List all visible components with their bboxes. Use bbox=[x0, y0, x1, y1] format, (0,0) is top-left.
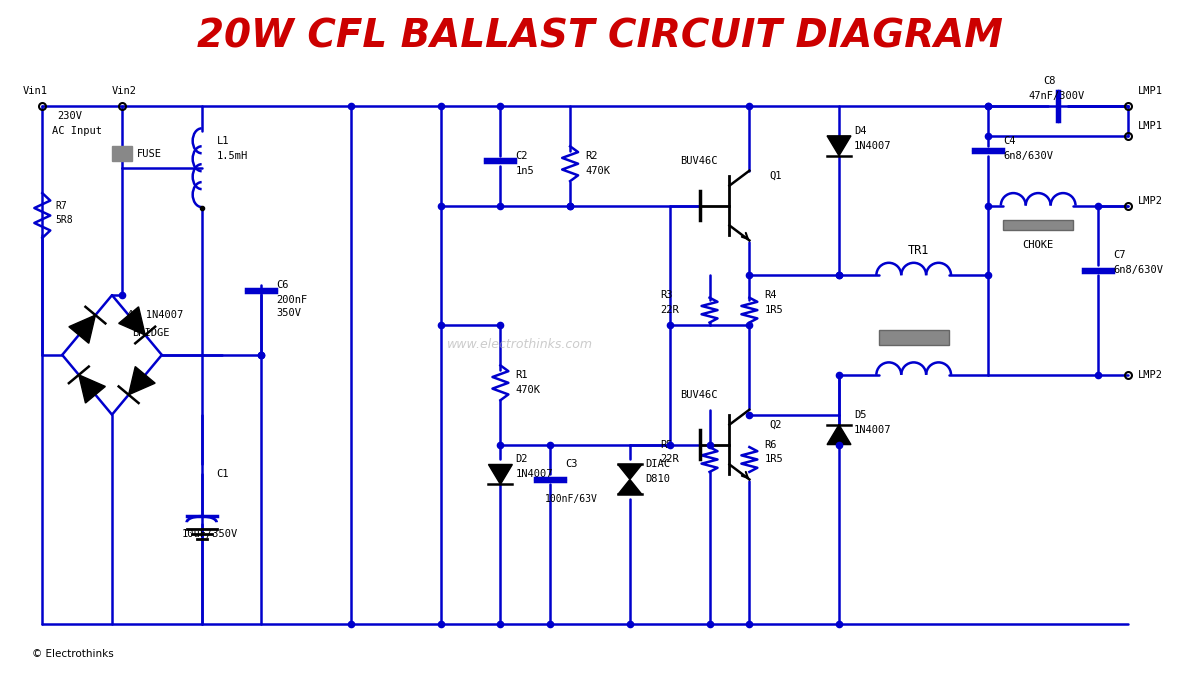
Text: R1: R1 bbox=[515, 370, 528, 380]
Text: R3: R3 bbox=[660, 290, 672, 300]
Text: D5: D5 bbox=[854, 410, 866, 420]
Text: C3: C3 bbox=[565, 460, 577, 470]
Text: 4X 1N4007: 4X 1N4007 bbox=[127, 310, 184, 320]
Text: 1N4007: 1N4007 bbox=[854, 141, 892, 151]
Text: C2: C2 bbox=[515, 151, 528, 161]
Text: 5R8: 5R8 bbox=[55, 215, 73, 225]
Text: AC Input: AC Input bbox=[53, 126, 102, 136]
Text: 350V: 350V bbox=[276, 308, 301, 318]
Text: 10uF/350V: 10uF/350V bbox=[181, 529, 238, 539]
Polygon shape bbox=[128, 367, 155, 395]
Text: R5: R5 bbox=[660, 439, 672, 450]
Text: C6: C6 bbox=[276, 280, 289, 290]
Text: LMP2: LMP2 bbox=[1138, 370, 1163, 380]
Text: D810: D810 bbox=[644, 475, 670, 485]
Text: DIAC: DIAC bbox=[644, 460, 670, 470]
Text: © Electrothinks: © Electrothinks bbox=[32, 649, 114, 659]
Text: Vin2: Vin2 bbox=[112, 86, 137, 96]
Bar bbox=[878, 330, 948, 345]
Text: CHOKE: CHOKE bbox=[1022, 240, 1054, 250]
Text: 1R5: 1R5 bbox=[764, 454, 784, 464]
Text: 470K: 470K bbox=[586, 165, 610, 176]
Text: 47nF/300V: 47nF/300V bbox=[1028, 91, 1085, 101]
Text: C7: C7 bbox=[1112, 250, 1126, 261]
Text: 1n5: 1n5 bbox=[515, 165, 534, 176]
Text: C8: C8 bbox=[1043, 76, 1056, 86]
Text: L1: L1 bbox=[216, 136, 229, 146]
Text: TR1: TR1 bbox=[908, 244, 929, 257]
Text: BUV46C: BUV46C bbox=[679, 389, 718, 400]
Text: 6n8/630V: 6n8/630V bbox=[1003, 151, 1054, 161]
Text: 1N4007: 1N4007 bbox=[515, 469, 553, 479]
Text: 6n8/630V: 6n8/630V bbox=[1112, 265, 1163, 275]
Bar bbox=[112, 146, 132, 161]
Text: Q1: Q1 bbox=[769, 171, 782, 181]
Text: C1: C1 bbox=[216, 469, 229, 479]
Text: R2: R2 bbox=[586, 151, 598, 161]
Text: 230V: 230V bbox=[58, 111, 83, 121]
Text: 470K: 470K bbox=[515, 385, 540, 395]
Text: 1R5: 1R5 bbox=[764, 305, 784, 315]
Bar bbox=[1003, 221, 1073, 230]
Text: D4: D4 bbox=[854, 126, 866, 136]
Polygon shape bbox=[488, 464, 512, 485]
Text: 22R: 22R bbox=[660, 454, 678, 464]
Text: C4: C4 bbox=[1003, 136, 1016, 146]
Polygon shape bbox=[827, 425, 851, 445]
Polygon shape bbox=[68, 315, 96, 344]
Text: 22R: 22R bbox=[660, 305, 678, 315]
Text: LMP1: LMP1 bbox=[1138, 86, 1163, 96]
Text: BRIDGE: BRIDGE bbox=[132, 328, 169, 338]
Text: 100nF/63V: 100nF/63V bbox=[545, 494, 598, 504]
Polygon shape bbox=[618, 464, 642, 479]
Text: R6: R6 bbox=[764, 439, 776, 450]
Text: 1.5mH: 1.5mH bbox=[216, 151, 248, 161]
Polygon shape bbox=[79, 375, 106, 403]
Text: 1N4007: 1N4007 bbox=[854, 425, 892, 435]
Text: BUV46C: BUV46C bbox=[679, 156, 718, 166]
Text: 20W CFL BALLAST CIRCUIT DIAGRAM: 20W CFL BALLAST CIRCUIT DIAGRAM bbox=[197, 18, 1003, 55]
Text: FUSE: FUSE bbox=[137, 148, 162, 159]
Text: LMP2: LMP2 bbox=[1138, 196, 1163, 206]
Text: Vin1: Vin1 bbox=[23, 86, 47, 96]
Polygon shape bbox=[827, 136, 851, 156]
Polygon shape bbox=[119, 307, 145, 335]
Polygon shape bbox=[618, 479, 642, 494]
Text: D2: D2 bbox=[515, 454, 528, 464]
Text: LMP1: LMP1 bbox=[1138, 121, 1163, 131]
Text: R4: R4 bbox=[764, 290, 776, 300]
Text: Q2: Q2 bbox=[769, 420, 782, 430]
Text: www.electrothinks.com: www.electrothinks.com bbox=[448, 338, 593, 352]
Text: R7: R7 bbox=[55, 200, 67, 211]
Text: 200nF: 200nF bbox=[276, 295, 307, 305]
